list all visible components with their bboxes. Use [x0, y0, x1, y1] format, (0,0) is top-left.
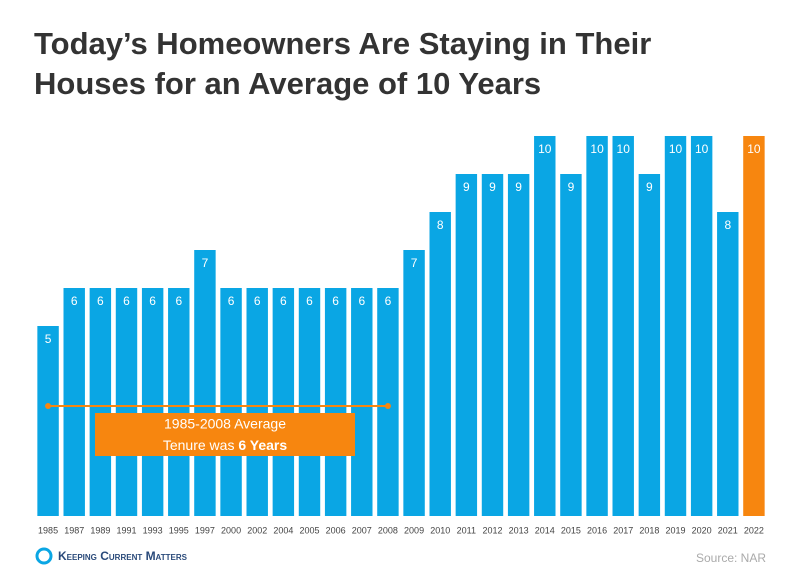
x-tick-label: 2019 — [665, 525, 685, 535]
annotation-text: 1985-2008 Average — [164, 416, 286, 432]
annotation-box — [95, 413, 355, 456]
source: Source: NAR — [696, 551, 766, 565]
bar — [403, 250, 425, 516]
data-label: 6 — [254, 294, 261, 308]
annotation-text: Tenure was 6 Years — [163, 437, 287, 453]
data-label: 9 — [463, 180, 470, 194]
bar — [298, 288, 321, 516]
x-tick-label: 1991 — [116, 525, 136, 535]
x-tick-label: 2011 — [457, 525, 476, 535]
data-label: 10 — [617, 142, 631, 156]
x-tick-label: 2004 — [273, 525, 293, 535]
bar — [246, 288, 268, 516]
x-tick-label: 2008 — [378, 525, 398, 535]
bar — [115, 288, 138, 516]
bar — [377, 288, 399, 516]
logo-icon — [35, 547, 53, 565]
annotation-dot — [45, 403, 52, 409]
x-tick-label: 2012 — [482, 525, 502, 535]
x-tick-label: 1985 — [38, 525, 58, 535]
data-label: 6 — [149, 294, 156, 308]
bar — [560, 174, 582, 516]
bar — [220, 288, 242, 516]
bar — [743, 136, 765, 516]
bar — [664, 136, 687, 516]
data-label: 7 — [411, 256, 418, 270]
x-tick-label: 1995 — [169, 525, 189, 535]
data-label: 10 — [747, 142, 761, 156]
data-label: 6 — [175, 294, 182, 308]
data-label: 10 — [669, 142, 683, 156]
bar — [481, 174, 504, 516]
annotation-bold: 6 Years — [238, 437, 287, 453]
bar — [534, 136, 556, 516]
data-label: 9 — [515, 180, 522, 194]
data-label: 8 — [724, 218, 731, 232]
data-label: 9 — [568, 180, 575, 194]
chart-title: Houses for an Average of 10 Years — [34, 66, 541, 101]
bar — [351, 288, 373, 516]
x-tick-label: 1989 — [90, 525, 110, 535]
bar — [194, 250, 216, 516]
data-label: 9 — [646, 180, 653, 194]
x-tick-label: 2018 — [639, 525, 659, 535]
bar — [429, 212, 451, 516]
bar — [612, 136, 634, 516]
logo: Keeping Current Matters — [35, 547, 188, 565]
chart-title: Today’s Homeowners Are Staying in Their — [34, 26, 651, 61]
bar — [37, 326, 59, 516]
x-tick-label: 2000 — [221, 525, 241, 535]
x-tick-label: 2002 — [247, 525, 267, 535]
bar — [690, 136, 713, 516]
bar — [63, 288, 85, 516]
data-label: 10 — [695, 142, 709, 156]
data-label: 6 — [71, 294, 78, 308]
x-tick-label: 1997 — [195, 525, 215, 535]
annotation-text: Tenure was — [163, 437, 235, 453]
x-tick-label: 1987 — [64, 525, 84, 535]
x-tick-label: 2016 — [587, 525, 607, 535]
data-label: 7 — [202, 256, 209, 270]
bar — [89, 288, 112, 516]
annotation-dot — [384, 403, 391, 409]
x-tick-label: 2021 — [718, 525, 738, 535]
data-label: 6 — [97, 294, 104, 308]
data-label: 10 — [590, 142, 604, 156]
bar — [455, 174, 478, 516]
x-tick-label: 2017 — [613, 525, 633, 535]
logo-text: Keeping Current Matters — [58, 549, 188, 563]
bar — [586, 136, 608, 516]
data-label: 9 — [489, 180, 496, 194]
data-label: 6 — [358, 294, 365, 308]
x-tick-label: 2005 — [299, 525, 319, 535]
data-label: 6 — [332, 294, 339, 308]
data-label: 10 — [538, 142, 552, 156]
data-label: 6 — [280, 294, 287, 308]
bar — [272, 288, 295, 516]
x-tick-label: 2007 — [352, 525, 372, 535]
bar — [324, 288, 347, 516]
bar — [168, 288, 190, 516]
x-tick-label: 2022 — [744, 525, 764, 535]
bar — [717, 212, 739, 516]
data-label: 6 — [228, 294, 235, 308]
data-label: 8 — [437, 218, 444, 232]
x-tick-label: 2020 — [692, 525, 712, 535]
data-label: 6 — [123, 294, 130, 308]
bar — [507, 174, 530, 516]
x-tick-label: 1993 — [143, 525, 163, 535]
data-label: 6 — [385, 294, 392, 308]
x-tick-label: 2009 — [404, 525, 424, 535]
bar — [141, 288, 164, 516]
x-tick-label: 2006 — [326, 525, 346, 535]
data-label: 5 — [45, 332, 52, 346]
x-tick-label: 2013 — [509, 525, 529, 535]
x-tick-label: 2015 — [561, 525, 581, 535]
x-tick-label: 2010 — [430, 525, 450, 535]
x-tick-label: 2014 — [535, 525, 555, 535]
data-label: 6 — [306, 294, 313, 308]
bar — [638, 174, 661, 516]
